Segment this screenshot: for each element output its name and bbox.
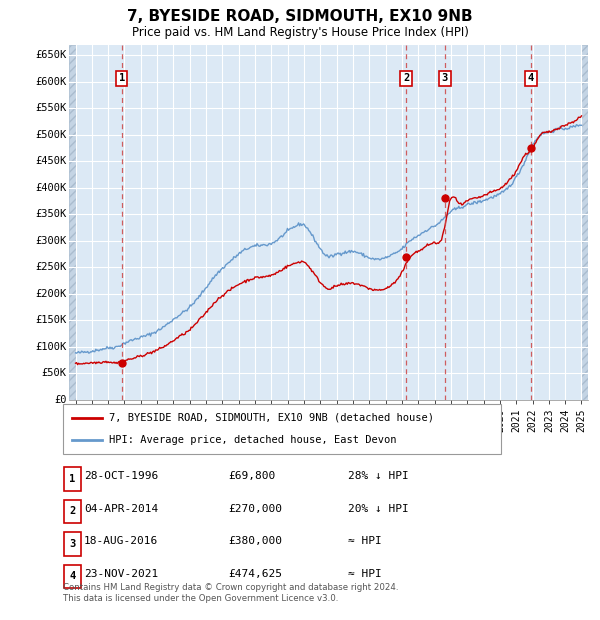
Text: Price paid vs. HM Land Registry's House Price Index (HPI): Price paid vs. HM Land Registry's House … <box>131 26 469 39</box>
FancyBboxPatch shape <box>64 565 81 588</box>
Text: 3: 3 <box>442 73 448 83</box>
Text: 04-APR-2014: 04-APR-2014 <box>84 504 158 514</box>
Point <box>440 193 449 203</box>
Text: 28-OCT-1996: 28-OCT-1996 <box>84 471 158 481</box>
Text: £500K: £500K <box>35 130 67 140</box>
Text: 28% ↓ HPI: 28% ↓ HPI <box>348 471 409 481</box>
Point <box>526 143 536 153</box>
Text: £270,000: £270,000 <box>228 504 282 514</box>
Text: ≈ HPI: ≈ HPI <box>348 569 382 579</box>
Text: £200K: £200K <box>35 289 67 299</box>
Text: £69,800: £69,800 <box>228 471 275 481</box>
Text: 18-AUG-2016: 18-AUG-2016 <box>84 536 158 546</box>
Text: £300K: £300K <box>35 236 67 246</box>
FancyBboxPatch shape <box>64 467 81 490</box>
Text: £0: £0 <box>54 395 67 405</box>
Bar <box>69 45 76 400</box>
Text: 3: 3 <box>70 539 76 549</box>
Text: £450K: £450K <box>35 156 67 166</box>
Text: Contains HM Land Registry data © Crown copyright and database right 2024.
This d: Contains HM Land Registry data © Crown c… <box>63 583 398 603</box>
Text: 20% ↓ HPI: 20% ↓ HPI <box>348 504 409 514</box>
Text: £350K: £350K <box>35 210 67 219</box>
Text: 23-NOV-2021: 23-NOV-2021 <box>84 569 158 579</box>
Text: £100K: £100K <box>35 342 67 352</box>
Text: £600K: £600K <box>35 77 67 87</box>
Text: £50K: £50K <box>41 368 67 378</box>
Text: £474,625: £474,625 <box>228 569 282 579</box>
Text: HPI: Average price, detached house, East Devon: HPI: Average price, detached house, East… <box>109 435 397 445</box>
Text: £150K: £150K <box>35 316 67 326</box>
Bar <box>581 45 588 400</box>
Text: 2: 2 <box>403 73 409 83</box>
Text: 2: 2 <box>70 507 76 516</box>
Text: £380,000: £380,000 <box>228 536 282 546</box>
Text: £400K: £400K <box>35 183 67 193</box>
Text: 4: 4 <box>528 73 534 83</box>
Text: 1: 1 <box>70 474 76 484</box>
Point <box>401 252 411 262</box>
Text: 4: 4 <box>70 572 76 582</box>
FancyBboxPatch shape <box>63 404 501 454</box>
Text: 7, BYESIDE ROAD, SIDMOUTH, EX10 9NB (detached house): 7, BYESIDE ROAD, SIDMOUTH, EX10 9NB (det… <box>109 413 434 423</box>
Text: £250K: £250K <box>35 262 67 272</box>
FancyBboxPatch shape <box>64 532 81 556</box>
Text: £650K: £650K <box>35 50 67 60</box>
Text: ≈ HPI: ≈ HPI <box>348 536 382 546</box>
Text: £550K: £550K <box>35 104 67 113</box>
FancyBboxPatch shape <box>64 500 81 523</box>
Text: 7, BYESIDE ROAD, SIDMOUTH, EX10 9NB: 7, BYESIDE ROAD, SIDMOUTH, EX10 9NB <box>127 9 473 24</box>
Text: 1: 1 <box>119 73 125 83</box>
Point <box>117 358 127 368</box>
